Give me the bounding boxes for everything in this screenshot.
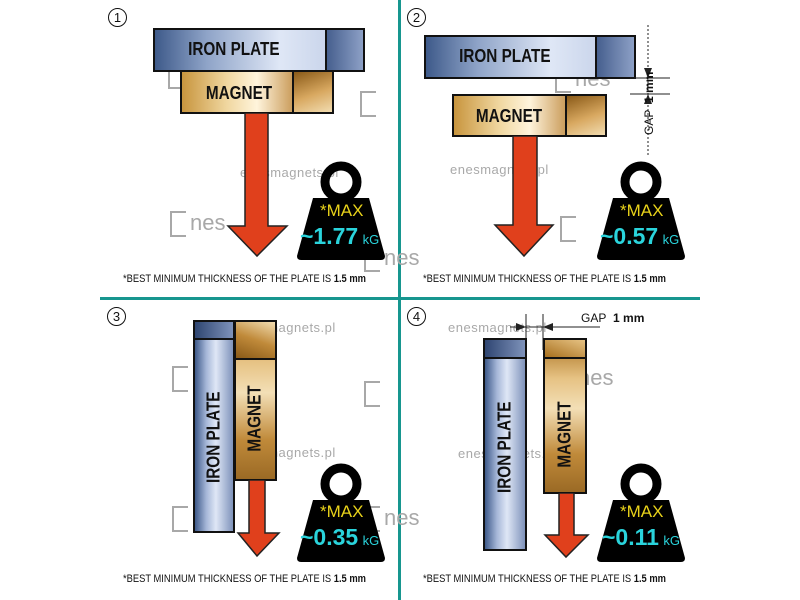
caption: *BEST MINIMUM THICKNESS OF THE PLATE IS …	[123, 573, 366, 585]
weight-max-label: *MAX	[320, 502, 364, 521]
weight-icon	[297, 463, 385, 562]
magnet-edge	[236, 322, 275, 360]
force-arrow	[226, 113, 289, 258]
gap-label-text: GAP	[642, 109, 656, 135]
magnet	[180, 70, 334, 114]
force-arrow	[543, 493, 590, 559]
gap-label-text: GAP	[581, 311, 607, 325]
iron-plate	[193, 320, 235, 533]
iron-plate-label: IRON PLATE	[494, 401, 515, 493]
force-arrow	[493, 136, 555, 258]
weight-value-number: ~0.35	[300, 524, 359, 550]
caption-thickness-value: 1.5 mm	[633, 573, 666, 585]
caption: *BEST MINIMUM THICKNESS OF THE PLATE IS …	[423, 273, 666, 285]
weight-value: ~0.57 kG	[600, 223, 679, 250]
caption-text: *BEST MINIMUM THICKNESS OF THE PLATE IS	[123, 573, 334, 585]
weight-value-number: ~0.57	[600, 223, 659, 249]
caption-text: *BEST MINIMUM THICKNESS OF THE PLATE IS	[423, 273, 634, 285]
iron-plate-edge	[325, 30, 363, 70]
caption-thickness-value: 1.5 mm	[333, 273, 366, 285]
iron-plate-label: IRON PLATE	[203, 391, 224, 483]
gap-label: GAP 1 mm	[642, 72, 656, 135]
caption-text: *BEST MINIMUM THICKNESS OF THE PLATE IS	[423, 573, 634, 585]
iron-plate-edge	[595, 37, 634, 77]
weight-icon	[597, 463, 685, 562]
weight-max-label: *MAX	[620, 502, 664, 521]
weight-icon	[597, 161, 685, 260]
magnet-label: MAGNET	[475, 106, 543, 126]
panel-number: 2	[407, 8, 426, 27]
weight-unit: kG	[662, 232, 680, 247]
weight-value: ~0.11 kG	[602, 524, 680, 551]
watermark-logo: nes	[170, 210, 225, 238]
iron-plate	[483, 338, 527, 551]
watermark-logo	[560, 215, 580, 243]
weight-value-number: ~1.77	[300, 223, 359, 249]
magnet-edge	[545, 340, 585, 359]
weight-value: ~1.77 kG	[300, 223, 379, 250]
panel-number: 3	[107, 307, 126, 326]
caption-thickness-value: 1.5 mm	[333, 573, 366, 585]
caption: *BEST MINIMUM THICKNESS OF THE PLATE IS …	[123, 273, 366, 285]
caption-text: *BEST MINIMUM THICKNESS OF THE PLATE IS	[123, 273, 334, 285]
weight-value-number: ~0.11	[602, 524, 659, 550]
weight-unit: kG	[362, 232, 380, 247]
caption: *BEST MINIMUM THICKNESS OF THE PLATE IS …	[423, 573, 666, 585]
iron-plate-label: IRON PLATE	[188, 39, 280, 59]
watermark-logo	[364, 380, 384, 408]
weight-max-label: *MAX	[620, 201, 664, 220]
iron-plate	[424, 35, 636, 79]
gap-value: 1 mm	[613, 311, 645, 325]
force-arrow	[236, 480, 281, 558]
caption-thickness-value: 1.5 mm	[633, 273, 666, 285]
magnet-label: MAGNET	[554, 401, 575, 468]
magnet-edge	[565, 96, 605, 135]
gap-dimension	[630, 25, 670, 155]
iron-plate-edge	[485, 340, 525, 359]
watermark-logo: nes	[364, 245, 419, 273]
iron-plate	[153, 28, 365, 72]
weight-unit: kG	[362, 533, 380, 548]
magnet	[234, 320, 277, 481]
panel-number: 4	[407, 307, 426, 326]
weight-unit: kG	[663, 533, 681, 548]
horizontal-divider	[100, 297, 700, 300]
watermark-text: enesmagnets.pl	[448, 320, 547, 335]
iron-plate-edge	[195, 322, 233, 340]
vertical-divider	[398, 0, 401, 600]
magnet-edge	[292, 72, 332, 112]
magnet-label: MAGNET	[244, 385, 265, 452]
gap-label: GAP 1 mm	[581, 311, 644, 325]
magnet-label: MAGNET	[205, 83, 273, 103]
weight-value: ~0.35 kG	[300, 524, 379, 551]
panel-number: 1	[108, 8, 127, 27]
weight-icon	[297, 161, 385, 260]
watermark-logo	[360, 90, 380, 118]
gap-value: 1 mm	[642, 71, 656, 103]
weight-max-label: *MAX	[320, 201, 364, 220]
iron-plate-label: IRON PLATE	[459, 46, 551, 66]
